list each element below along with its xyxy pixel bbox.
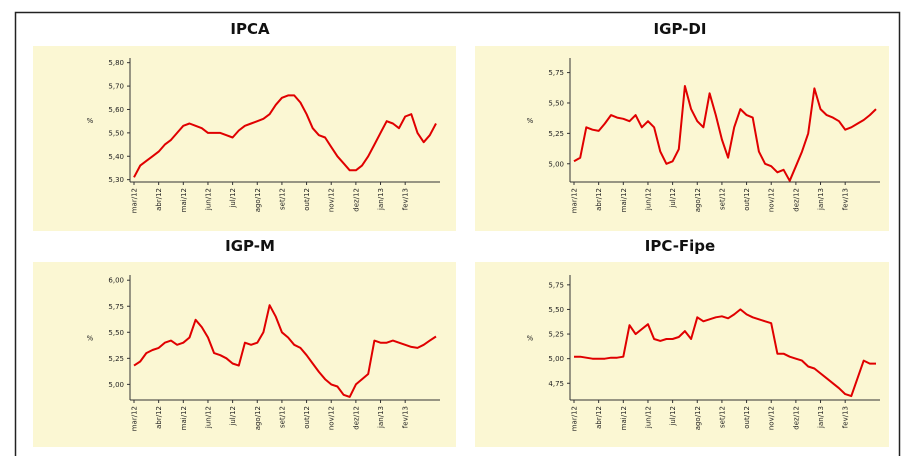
chart-title: IPCA — [230, 20, 270, 38]
x-tick-label: jan/13 — [377, 406, 385, 429]
y-axis-label: % — [87, 335, 94, 343]
x-tick-label: nov/12 — [768, 188, 776, 212]
x-tick-label: abr/12 — [595, 406, 603, 429]
x-tick-label: jun/12 — [204, 188, 212, 211]
x-tick-label: mai/12 — [180, 188, 188, 212]
x-tick-label: out/12 — [303, 406, 311, 429]
x-tick-label: set/12 — [278, 188, 286, 210]
y-tick-label: 5,25 — [108, 355, 124, 363]
x-tick-label: jul/12 — [669, 188, 677, 209]
x-tick-label: dez/12 — [352, 188, 360, 212]
data-line — [133, 304, 437, 398]
x-tick-label: out/12 — [743, 406, 751, 429]
x-tick-label: dez/12 — [792, 406, 800, 430]
data-line — [573, 85, 877, 182]
x-tick-label: ago/12 — [694, 188, 702, 212]
y-tick-label: 6,00 — [108, 277, 124, 285]
x-tick-label: dez/12 — [792, 188, 800, 212]
x-tick-label: fev/13 — [402, 188, 410, 210]
x-tick-label: jun/12 — [644, 188, 652, 211]
y-tick-label: 5,00 — [108, 381, 124, 389]
chart-title: IPC-Fipe — [645, 237, 715, 255]
x-tick-label: mar/12 — [131, 406, 139, 431]
x-tick-label: jan/13 — [817, 188, 825, 211]
y-tick-label: 5,00 — [548, 160, 564, 168]
data-line — [574, 308, 876, 398]
y-axis-label: % — [527, 335, 534, 343]
x-tick-label: ago/12 — [254, 406, 262, 430]
x-tick-label: mar/12 — [131, 188, 139, 213]
y-tick-label: 5,50 — [548, 99, 564, 107]
x-tick-label: abr/12 — [155, 188, 163, 211]
y-tick-label: 5,50 — [108, 129, 124, 137]
chart-title: IGP-M — [225, 237, 275, 255]
y-tick-label: 5,25 — [548, 331, 564, 339]
x-tick-label: fev/13 — [842, 406, 850, 428]
x-tick-label: mar/12 — [571, 188, 579, 213]
plot-background — [475, 46, 889, 231]
y-tick-label: 5,70 — [108, 83, 124, 91]
y-axis-label: % — [527, 117, 534, 125]
x-tick-label: jul/12 — [229, 188, 237, 209]
x-tick-label: nov/12 — [328, 406, 336, 430]
x-tick-label: ago/12 — [694, 406, 702, 430]
y-tick-label: 5,30 — [108, 176, 124, 184]
x-tick-label: dez/12 — [352, 406, 360, 430]
x-tick-label: jun/12 — [204, 406, 212, 429]
x-tick-label: abr/12 — [595, 188, 603, 211]
x-tick-label: ago/12 — [254, 188, 262, 212]
x-tick-label: jul/12 — [229, 406, 237, 427]
x-tick-label: mai/12 — [180, 406, 188, 430]
y-tick-label: 5,75 — [548, 281, 564, 289]
data-line — [133, 94, 437, 178]
y-tick-label: 5,50 — [108, 329, 124, 337]
y-axis-label: % — [87, 117, 94, 125]
x-tick-label: out/12 — [303, 188, 311, 211]
y-tick-label: 5,80 — [108, 59, 124, 67]
y-tick-label: 5,75 — [108, 303, 124, 311]
x-tick-label: set/12 — [718, 406, 726, 428]
y-tick-label: 5,75 — [548, 69, 564, 77]
x-tick-label: jul/12 — [669, 406, 677, 427]
plot-background — [475, 262, 889, 447]
y-tick-label: 5,50 — [548, 306, 564, 314]
x-tick-label: jun/12 — [644, 406, 652, 429]
x-tick-label: fev/13 — [842, 188, 850, 210]
x-tick-label: abr/12 — [155, 406, 163, 429]
plot-background — [33, 46, 456, 231]
x-tick-label: nov/12 — [328, 188, 336, 212]
x-tick-label: fev/13 — [402, 406, 410, 428]
y-tick-label: 5,25 — [548, 130, 564, 138]
plot-background — [33, 262, 456, 447]
x-tick-label: set/12 — [278, 406, 286, 428]
chart-title: IGP-DI — [654, 20, 707, 38]
y-tick-label: 4,75 — [548, 380, 564, 388]
x-tick-label: mai/12 — [620, 406, 628, 430]
y-tick-label: 5,60 — [108, 106, 124, 114]
x-tick-label: mai/12 — [620, 188, 628, 212]
x-tick-label: jan/13 — [377, 188, 385, 211]
x-tick-label: jan/13 — [817, 406, 825, 429]
x-tick-label: nov/12 — [768, 406, 776, 430]
x-tick-label: mar/12 — [571, 406, 579, 431]
y-tick-label: 5,40 — [108, 153, 124, 161]
x-tick-label: out/12 — [743, 188, 751, 211]
y-tick-label: 5,00 — [548, 355, 564, 363]
x-tick-label: set/12 — [718, 188, 726, 210]
